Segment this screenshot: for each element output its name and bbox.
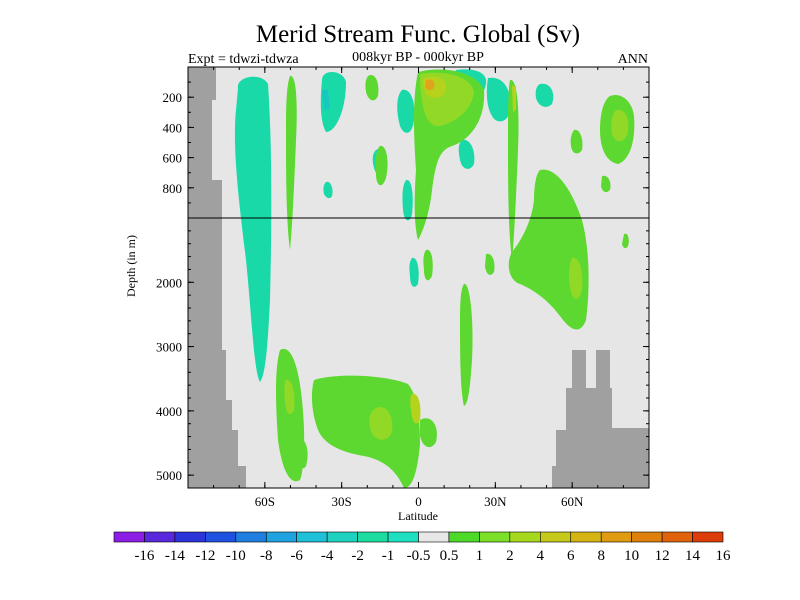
colorbar-swatch <box>235 531 267 543</box>
colorbar-swatch <box>296 531 328 543</box>
colorbar-label: -16 <box>134 548 154 564</box>
colorbar-label: -12 <box>195 548 215 564</box>
negative-cell-band-2 <box>320 71 346 132</box>
y-tick-label: 400 <box>163 120 183 135</box>
x-tick-label: 60S <box>255 494 275 509</box>
colorbar-swatch <box>265 531 298 543</box>
y-axis-ticks: 200 400 600 800 2000 3000 4000 5000 <box>156 81 649 489</box>
colorbar-label: -10 <box>226 548 246 564</box>
colorbar-swatch <box>357 531 389 543</box>
negative-cell-band-7 <box>397 89 415 133</box>
y-tick-label: 600 <box>163 151 183 166</box>
x-axis-label: Latitude <box>398 509 438 523</box>
positive-cell-nh-deep <box>508 169 589 330</box>
y-tick-label: 5000 <box>156 468 182 483</box>
y-axis-label: Depth (in m) <box>124 235 138 297</box>
y-tick-label: 200 <box>163 90 183 105</box>
colorbar-swatch <box>144 531 176 543</box>
colorbar-swatch <box>418 531 450 543</box>
colorbar-label: -0.5 <box>407 548 431 564</box>
colorbar-label: 10 <box>624 548 639 564</box>
x-tick-label: 30N <box>484 494 507 509</box>
y-tick-label: 4000 <box>156 404 182 419</box>
positive-patch-i <box>622 233 629 249</box>
colorbar: -16 -14 -12 -10 -8 -6 -4 -2 -1 -0.5 0.5 1 2 4 6 8 10 12 14… <box>113 531 732 564</box>
colorbar-swatch <box>448 531 480 543</box>
colorbar-label: 16 <box>716 548 732 564</box>
positive-patch-e <box>601 175 611 193</box>
colorbar-swatch <box>326 531 358 543</box>
colorbar-swatch <box>174 531 206 543</box>
positive-cell-upper-max <box>425 79 435 91</box>
colorbar-label: 0.5 <box>440 548 459 564</box>
positive-patch-k <box>298 439 308 469</box>
colorbar-swatch <box>387 531 419 543</box>
colorbar-swatch <box>509 531 541 543</box>
negative-cell-southern <box>234 76 272 382</box>
negative-cell-band-13 <box>535 83 554 107</box>
colorbar-label: -8 <box>260 548 273 564</box>
positive-column-sh <box>286 75 297 250</box>
colorbar-swatch <box>692 531 724 543</box>
colorbar-label: 8 <box>597 548 605 564</box>
y-tick-label: 3000 <box>156 340 182 355</box>
positive-cell-deep-south <box>311 375 420 488</box>
time-range-label: 008kyr BP - 000kyr BP <box>352 50 484 65</box>
colorbar-swatch <box>113 531 145 543</box>
colorbar-label: -6 <box>290 548 303 564</box>
colorbar-swatch <box>631 531 663 543</box>
antarctic-topography <box>188 67 246 488</box>
positive-cell-deep-south-core <box>369 407 393 440</box>
y-tick-label: 800 <box>163 181 183 196</box>
negative-cell-band-3 <box>322 90 330 110</box>
colorbar-swatch <box>661 531 693 543</box>
x-tick-label: 60N <box>561 494 584 509</box>
colorbar-swatch <box>600 531 632 543</box>
positive-patch-h <box>460 283 473 406</box>
x-tick-label: 30S <box>332 494 352 509</box>
colorbar-label: 14 <box>685 548 701 564</box>
colorbar-swatch <box>205 531 237 543</box>
positive-patch-f <box>485 253 495 275</box>
colorbar-label: 12 <box>655 548 670 564</box>
colorbar-label: 2 <box>506 548 514 564</box>
negative-cell-band-8 <box>402 179 413 221</box>
positive-cell-deep-south-core-2 <box>284 379 295 415</box>
negative-cell-band-12 <box>323 181 333 199</box>
colorbar-label: -2 <box>351 548 364 564</box>
negative-cell-band-9 <box>409 257 419 287</box>
negative-cell-band-6 <box>458 139 475 169</box>
positive-column-nh-core <box>512 86 516 112</box>
positive-patch-d <box>570 129 583 154</box>
contour-field <box>188 67 649 488</box>
positive-cell-deep-south-2 <box>276 348 305 482</box>
positive-patch-a <box>365 74 379 101</box>
positive-column-nh <box>508 79 519 260</box>
x-axis-ticks: 60S 30S 0 30N 60N <box>213 67 624 509</box>
positive-patch-j <box>420 418 437 448</box>
positive-patch-g <box>423 249 433 281</box>
x-tick-label: 0 <box>415 494 422 509</box>
experiment-label: Expt = tdwzi-tdwza <box>188 52 299 67</box>
colorbar-swatch <box>539 531 572 543</box>
season-label: ANN <box>618 52 648 67</box>
positive-patch-b <box>375 145 388 186</box>
arctic-topography <box>552 350 649 488</box>
colorbar-swatch <box>570 531 602 543</box>
colorbar-label: -4 <box>321 548 334 564</box>
colorbar-swatch <box>479 531 511 543</box>
positive-cell-nh-deep-core <box>568 257 583 299</box>
positive-cell-deep-south-core-3 <box>410 393 421 424</box>
positive-patch-c-core <box>611 109 629 142</box>
colorbar-label: -14 <box>165 548 185 564</box>
y-tick-label: 2000 <box>156 275 182 290</box>
negative-cell-band-5 <box>486 77 511 122</box>
colorbar-label: 1 <box>476 548 484 564</box>
colorbar-label: -1 <box>382 548 395 564</box>
colorbar-label: 4 <box>537 548 545 564</box>
chart-title: Merid Stream Func. Global (Sv) <box>256 21 580 48</box>
colorbar-label: 6 <box>567 548 575 564</box>
